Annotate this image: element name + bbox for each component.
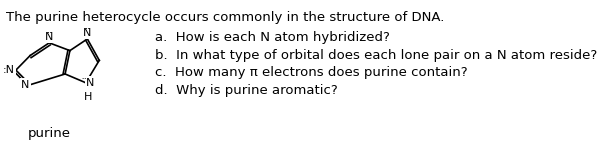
Text: N: N <box>21 80 30 90</box>
Text: purine: purine <box>28 127 71 140</box>
Text: N̈: N̈ <box>83 28 91 38</box>
Text: :N: :N <box>3 65 15 75</box>
Text: H: H <box>84 91 93 102</box>
Text: ̈N: ̈N <box>87 78 95 88</box>
Text: a.  How is each N atom hybridized?: a. How is each N atom hybridized? <box>155 31 390 44</box>
Text: N̈: N̈ <box>45 32 53 42</box>
Text: d.  Why is purine aromatic?: d. Why is purine aromatic? <box>155 84 338 97</box>
Text: The purine heterocycle occurs commonly in the structure of DNA.: The purine heterocycle occurs commonly i… <box>7 11 445 24</box>
Text: c.  How many π electrons does purine contain?: c. How many π electrons does purine cont… <box>155 66 468 79</box>
Text: b.  In what type of orbital does each lone pair on a N atom reside?: b. In what type of orbital does each lon… <box>155 49 597 62</box>
